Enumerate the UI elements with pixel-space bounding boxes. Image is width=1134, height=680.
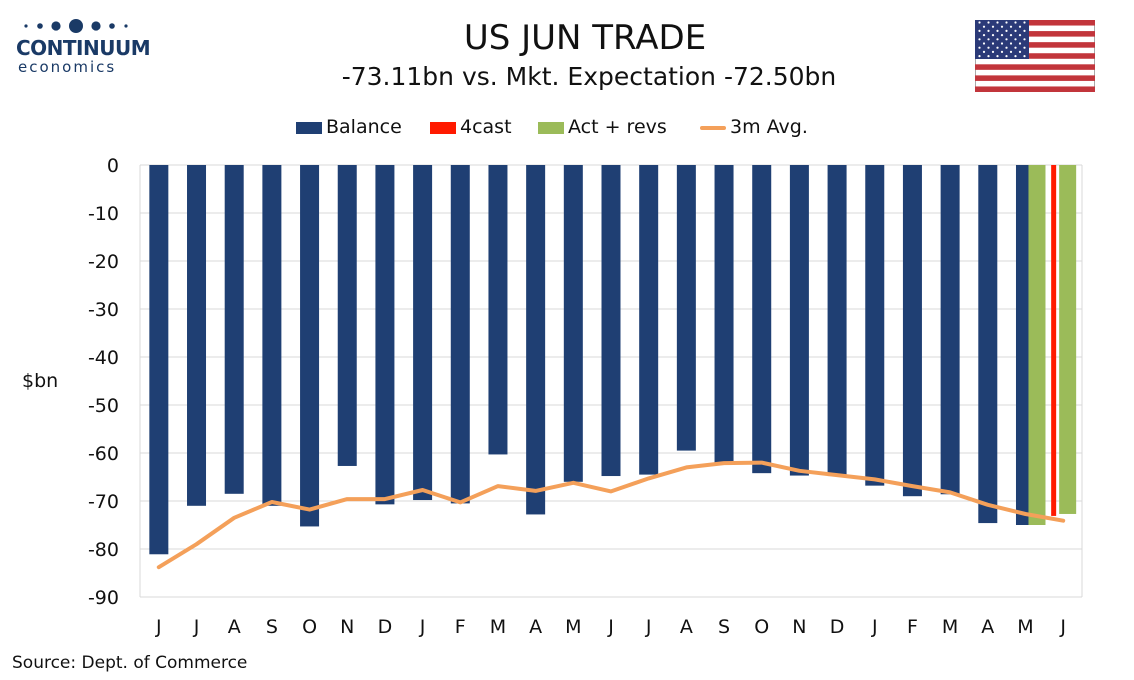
legend-swatch-3m-avg	[700, 125, 726, 130]
y-tick-label: -60	[88, 443, 119, 465]
x-tick-label: J	[607, 616, 614, 638]
y-tick-label: -80	[88, 539, 119, 561]
bar-act-revs	[1028, 165, 1046, 525]
y-tick-label: -20	[88, 251, 119, 273]
x-tick-label: J	[871, 616, 878, 638]
bar-balance	[601, 165, 621, 477]
legend-item-act-revs: Act + revs	[538, 116, 667, 138]
bar-balance	[375, 165, 395, 505]
bar-balance	[639, 165, 659, 475]
x-tick-label: S	[718, 616, 730, 638]
x-tick-label: D	[830, 616, 845, 638]
x-tick-label: J	[419, 616, 426, 638]
legend-swatch-act-revs	[538, 121, 564, 134]
bar-balance	[940, 165, 960, 495]
y-tick-label: -30	[88, 299, 119, 321]
legend-swatch-4cast	[430, 121, 456, 134]
legend-item-balance: Balance	[296, 116, 402, 138]
y-tick-label: -10	[88, 203, 119, 225]
x-tick-label: M	[942, 616, 958, 638]
bar-balance	[413, 165, 433, 501]
logo: CONTINUUM economics	[14, 14, 151, 76]
x-tick-label: S	[266, 616, 278, 638]
bar-balance	[563, 165, 583, 482]
x-tick-label: M	[565, 616, 581, 638]
y-tick-label: -40	[88, 347, 119, 369]
logo-dots-icon	[24, 19, 128, 33]
bar-balance	[149, 165, 169, 555]
legend-swatch-balance	[296, 121, 322, 134]
bar-balance	[488, 165, 508, 455]
x-tick-label: N	[792, 616, 806, 638]
chart-title: US JUN TRADE	[463, 18, 707, 58]
x-tick-label: J	[1059, 616, 1066, 638]
legend-label-3m-avg: 3m Avg.	[730, 116, 808, 138]
x-tick-label: A	[529, 616, 542, 638]
chart-subtitle: -73.11bn vs. Mkt. Expectation -72.50bn	[341, 62, 837, 91]
y-axis-label: $bn	[22, 370, 58, 392]
logo-wordmark: CONTINUUM	[16, 36, 151, 60]
x-tick-label: F	[455, 616, 466, 638]
bar-balance	[187, 165, 207, 506]
bar-balance	[902, 165, 922, 497]
legend-item-3m-avg: 3m Avg.	[700, 116, 808, 138]
source-note: Source: Dept. of Commerce	[12, 653, 248, 673]
y-tick-label: -90	[88, 587, 119, 609]
logo-tagline: economics	[18, 58, 117, 76]
x-tick-label: A	[680, 616, 693, 638]
bar-act-revs	[1059, 165, 1077, 514]
bar-balance	[978, 165, 998, 524]
legend-label-balance: Balance	[326, 116, 402, 138]
bar-balance	[262, 165, 282, 506]
y-tick-label: -50	[88, 395, 119, 417]
bar-balance	[714, 165, 734, 463]
x-tick-label: J	[193, 616, 200, 638]
x-tick-label: J	[645, 616, 652, 638]
us-flag-icon	[975, 20, 1095, 92]
x-tick-label: D	[378, 616, 393, 638]
bar-balance	[865, 165, 885, 486]
bar-balance	[676, 165, 696, 451]
x-tick-label: O	[302, 616, 317, 638]
legend-item-4cast: 4cast	[430, 116, 512, 138]
bar-balance	[224, 165, 244, 494]
bar-balance	[450, 165, 470, 504]
x-tick-label: A	[228, 616, 241, 638]
x-tick-label: O	[754, 616, 769, 638]
legend-label-4cast: 4cast	[460, 116, 512, 138]
x-tick-label: N	[340, 616, 354, 638]
y-tick-label: -70	[88, 491, 119, 513]
x-tick-label: F	[907, 616, 918, 638]
line-3m-avg	[156, 460, 1066, 570]
bar-balance	[789, 165, 809, 476]
x-tick-label: M	[1017, 616, 1033, 638]
bar-balance	[526, 165, 546, 515]
bar-balance	[827, 165, 847, 477]
x-tick-label: M	[490, 616, 506, 638]
bar-4cast	[1051, 165, 1057, 516]
bar-balance	[300, 165, 320, 527]
bar-balance	[752, 165, 772, 474]
legend-label-act-revs: Act + revs	[568, 116, 667, 138]
y-tick-label: 0	[107, 155, 119, 177]
bar-balance	[337, 165, 357, 466]
x-tick-label: A	[981, 616, 994, 638]
x-tick-label: J	[155, 616, 162, 638]
